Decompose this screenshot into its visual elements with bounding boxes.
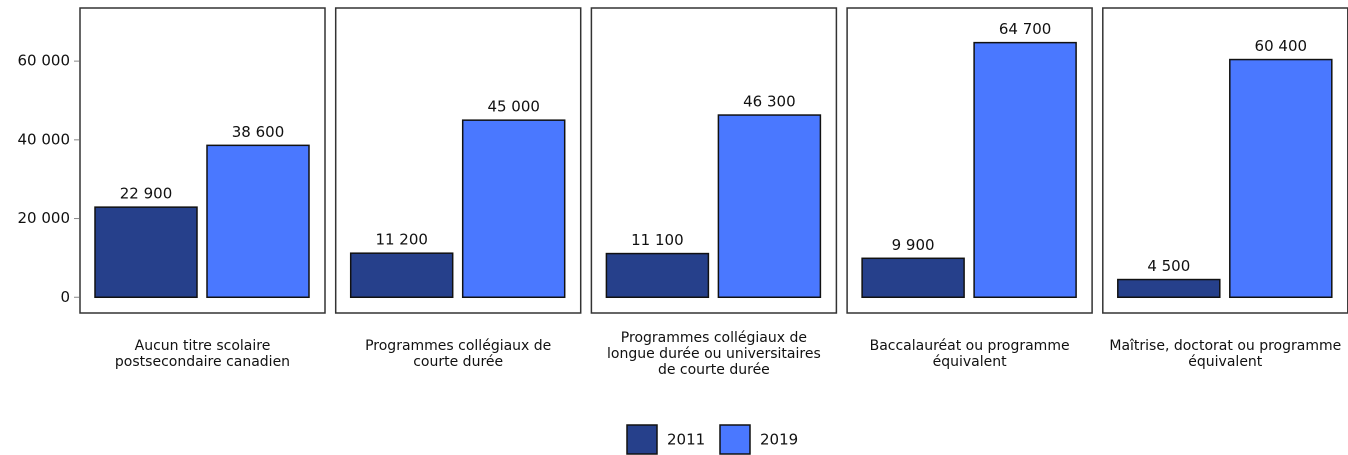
panel — [79, 7, 326, 314]
value-label: 11 100 — [631, 231, 684, 249]
legend-swatch — [719, 424, 751, 455]
value-label: 45 000 — [487, 98, 540, 116]
panel — [846, 7, 1093, 314]
legend-label: 2019 — [760, 431, 798, 449]
bar — [349, 252, 454, 299]
bar — [861, 257, 965, 299]
value-label: 11 200 — [375, 231, 428, 249]
bar — [461, 119, 566, 299]
value-label: 60 400 — [1255, 37, 1308, 55]
panel — [590, 7, 838, 314]
value-label: 38 600 — [232, 123, 285, 141]
y-tick-label: 60 000 — [18, 52, 71, 70]
bar — [1117, 278, 1221, 299]
category-label: Programmes collégiaux de longue durée ou… — [607, 330, 821, 378]
category-label: Aucun titre scolaire postsecondaire cana… — [114, 338, 291, 370]
legend-label: 2011 — [667, 431, 705, 449]
value-label: 9 900 — [892, 236, 935, 254]
y-tick-label: 0 — [60, 288, 70, 306]
bar — [973, 41, 1077, 299]
value-label: 4 500 — [1147, 257, 1190, 275]
panel — [334, 7, 582, 314]
bar — [1229, 58, 1333, 299]
category-label: Baccalauréat ou programme équivalent — [869, 338, 1070, 370]
bar — [717, 114, 822, 299]
bar — [94, 206, 198, 299]
category-label: Programmes collégiaux de courte durée — [365, 338, 552, 370]
value-label: 64 700 — [999, 20, 1052, 38]
value-label: 22 900 — [120, 185, 173, 203]
y-tick-label: 40 000 — [18, 130, 71, 148]
category-label: Maîtrise, doctorat ou programme équivale… — [1109, 338, 1342, 370]
y-tick-label: 20 000 — [18, 209, 71, 227]
value-label: 46 300 — [743, 93, 796, 111]
legend-swatch — [626, 424, 658, 455]
bar — [206, 144, 310, 299]
bar — [605, 252, 710, 299]
